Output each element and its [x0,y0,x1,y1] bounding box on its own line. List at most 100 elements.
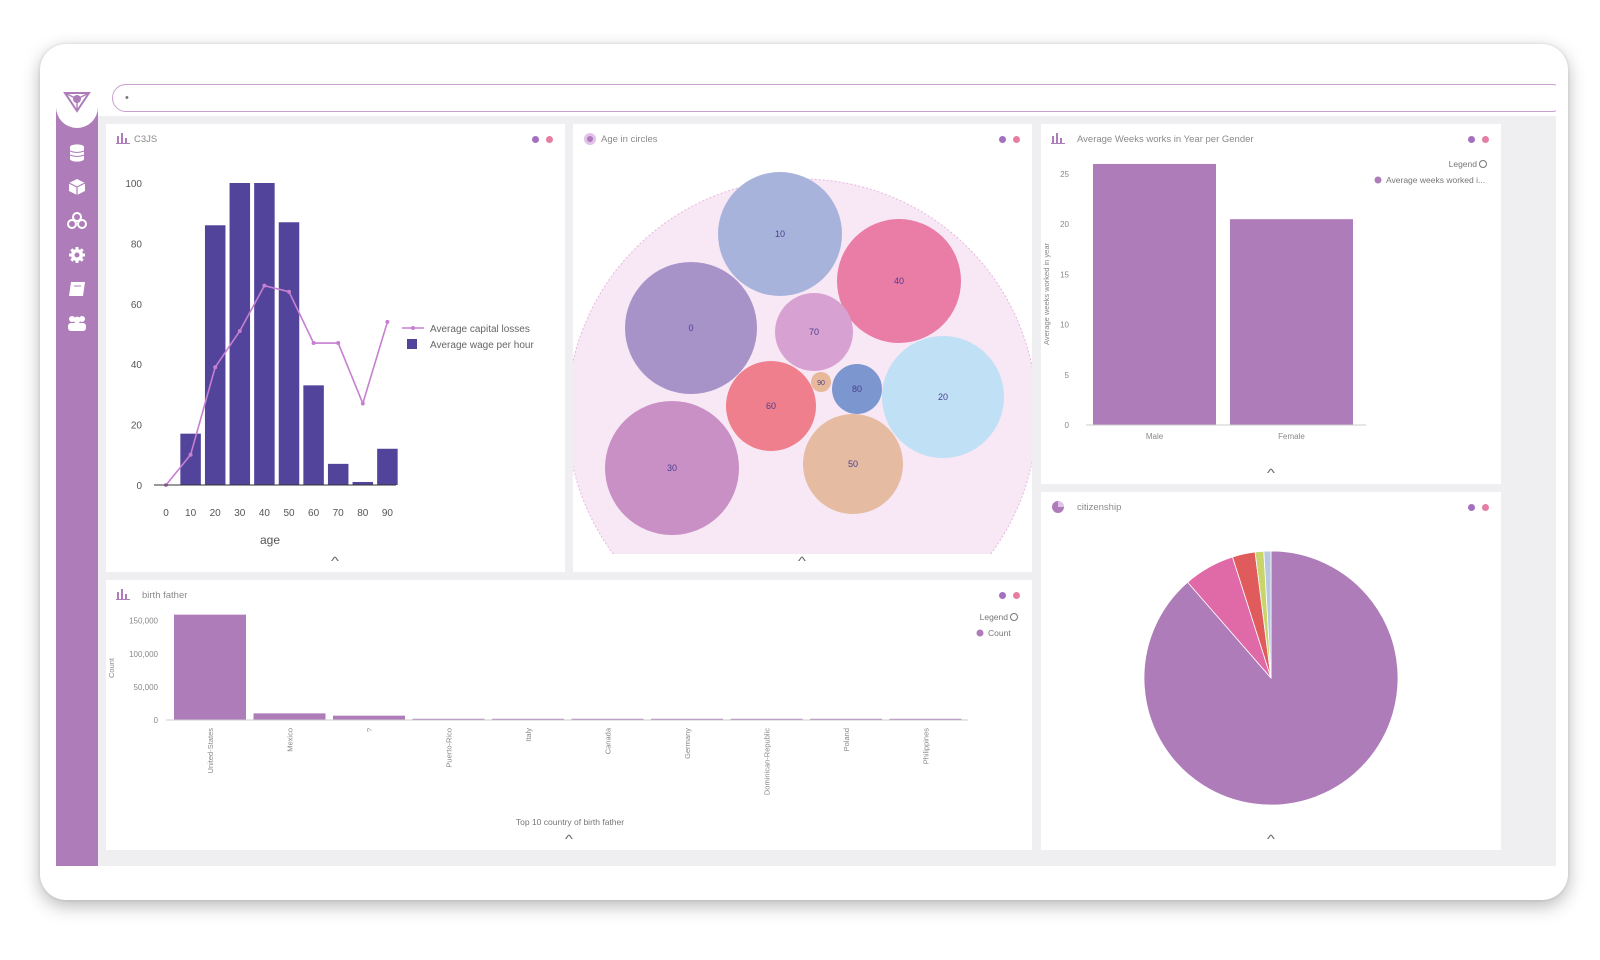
line-point[interactable] [311,341,316,346]
logo-icon[interactable] [56,76,98,128]
panel-menu[interactable] [1468,136,1489,143]
line-point[interactable] [188,452,193,457]
bubble-chart: 0 10 20 30 40 50 60 70 80 90 [573,172,1032,554]
line-point[interactable] [360,401,365,406]
panel-title: Age in circles [601,134,658,145]
bar-chart-icon [116,589,130,600]
bar[interactable] [278,222,300,485]
panel-menu[interactable] [999,592,1020,599]
c3js-chart: 0 20 40 60 80 100 0 10 20 30 40 50 60 70 80 90 age Ave… [125,179,534,547]
legend-item[interactable]: Average weeks worked i... [1386,175,1485,185]
legend-marker [1374,176,1382,184]
y-axis-label: Count [107,657,116,678]
bar[interactable] [651,718,723,720]
bar[interactable] [254,183,275,485]
legend-info-icon[interactable] [1479,160,1487,168]
bar[interactable] [180,433,201,485]
close-dot[interactable] [1013,592,1020,599]
legend-item[interactable]: Count [988,628,1011,638]
x-tick-label: 30 [234,508,246,519]
bar[interactable] [1230,219,1353,425]
bubble[interactable] [625,262,757,394]
line-point[interactable] [213,365,218,370]
y-axis-label: Average weeks worked in year [1042,243,1051,345]
cube-icon[interactable] [66,176,88,198]
bubble[interactable] [882,336,1004,458]
panel-menu[interactable] [1468,504,1489,511]
bubble[interactable] [775,293,853,371]
legend-line-dot [411,326,415,330]
bar[interactable] [377,448,398,485]
line-point[interactable] [385,319,390,324]
bar-chart-icon [1051,133,1065,144]
bar[interactable] [174,614,246,720]
legend-info-icon[interactable] [1010,613,1018,621]
line-point[interactable] [336,341,341,346]
collapse-chevron-icon[interactable]: ^ [1267,466,1275,480]
y-tick-label: 20 [131,421,143,432]
bar[interactable] [333,715,405,720]
options-dot[interactable] [1468,504,1475,511]
legend-title: Legend [1449,159,1478,169]
bar[interactable] [253,713,326,720]
bar[interactable] [352,481,374,485]
book-icon[interactable] [66,278,88,300]
legend-item-wage[interactable]: Average wage per hour [430,340,534,351]
database-icon[interactable] [66,142,88,164]
cluster-icon[interactable] [66,210,88,232]
bar[interactable] [204,225,226,485]
line-point[interactable] [287,289,291,294]
collapse-chevron-icon[interactable]: ^ [565,832,573,846]
bar[interactable] [412,718,485,720]
line-point[interactable] [237,328,242,333]
legend-item-capital-losses[interactable]: Average capital losses [430,324,530,335]
bar[interactable] [730,718,803,720]
x-tick-label: 10 [185,508,197,519]
close-dot[interactable] [1013,136,1020,143]
x-tick-label: Italy [524,728,533,742]
close-dot[interactable] [1482,504,1489,511]
collapse-chevron-icon[interactable]: ^ [331,554,339,568]
bar[interactable] [229,183,251,485]
bar[interactable] [492,718,564,720]
y-tick-label: 150,000 [129,617,158,626]
line-point[interactable] [262,283,267,288]
bubble-label: 50 [848,459,858,469]
bar[interactable] [571,718,644,720]
bar[interactable] [327,463,349,485]
options-dot[interactable] [999,592,1006,599]
bar[interactable] [1093,163,1216,425]
team-icon[interactable] [66,312,88,334]
search-box [112,84,1556,112]
y-tick-label: 40 [131,360,143,371]
close-dot[interactable] [546,136,553,143]
bubble[interactable] [726,361,816,451]
bar[interactable] [303,385,324,485]
gear-icon[interactable] [66,244,88,266]
pie-slice[interactable] [1263,550,1272,679]
options-dot[interactable] [532,136,539,143]
bubble-chart-icon [584,133,596,145]
options-dot[interactable] [999,136,1006,143]
x-tick-label: Germany [683,728,692,759]
panel-menu[interactable] [999,136,1020,143]
panel-title: Average Weeks works in Year per Gender [1077,134,1254,145]
bar[interactable] [889,718,962,720]
bubble[interactable] [837,219,961,343]
panel-menu[interactable] [532,136,553,143]
bubble[interactable] [811,372,831,392]
bubble[interactable] [605,401,739,535]
bar[interactable] [810,718,882,720]
y-tick-label: 100 [125,179,142,190]
collapse-chevron-icon[interactable]: ^ [798,554,806,568]
bubble[interactable] [832,364,882,414]
y-tick-label: 15 [1060,270,1069,279]
search-input[interactable] [113,85,1556,111]
bubble[interactable] [718,172,842,296]
collapse-chevron-icon[interactable]: ^ [1267,832,1275,846]
close-dot[interactable] [1482,136,1489,143]
bubble[interactable] [803,414,903,514]
options-dot[interactable] [1468,136,1475,143]
y-tick-label: 0 [136,481,142,492]
y-tick-label: 80 [131,239,143,250]
